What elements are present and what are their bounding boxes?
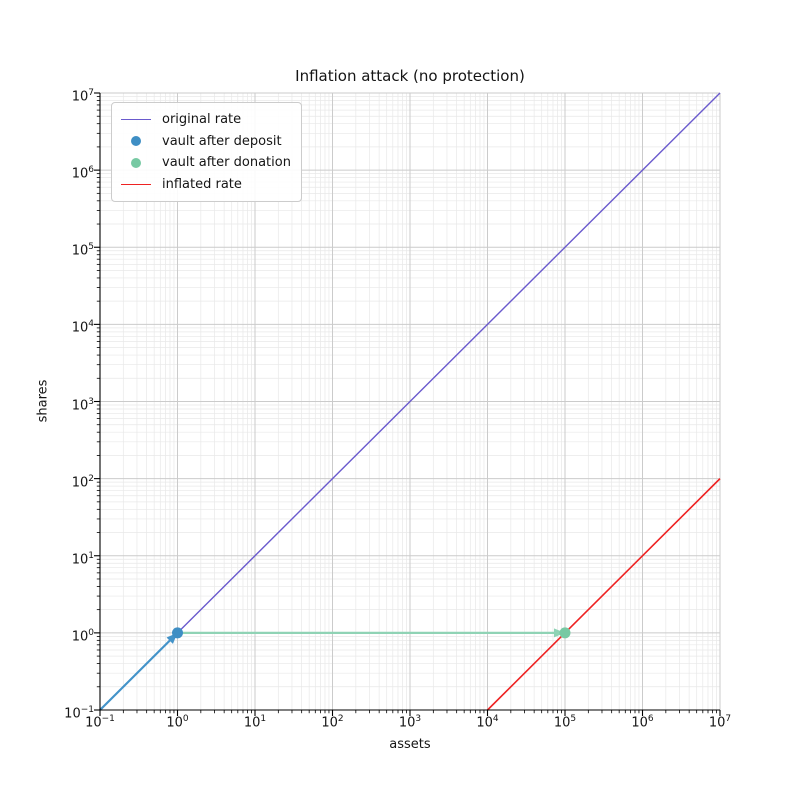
y-tick-label: 102: [71, 473, 94, 490]
x-tick-label: 10−1: [85, 714, 115, 731]
y-axis-label: shares: [35, 379, 51, 423]
x-tick-label: 102: [321, 714, 344, 731]
x-tick-label: 106: [631, 714, 654, 731]
point-vault-after-donation: [559, 627, 571, 639]
point-vault-after-deposit: [172, 627, 183, 639]
legend-label: vault after donation: [162, 155, 291, 171]
y-tick-label: 105: [71, 242, 94, 259]
y-tick-label: 107: [71, 88, 94, 105]
chart-title: Inflation attack (no protection): [295, 67, 525, 85]
legend-line-swatch: [120, 183, 152, 185]
x-tick-label: 104: [476, 714, 499, 731]
y-tick-label: 100: [71, 627, 94, 645]
series-line-inflated-rate: [486, 478, 721, 711]
legend-item-vault-after-deposit: vault after deposit: [120, 131, 291, 153]
x-tick-label: 103: [398, 714, 422, 731]
legend-dot-swatch: [120, 136, 152, 147]
legend-line-swatch: [120, 119, 152, 121]
legend-label: inflated rate: [162, 176, 242, 192]
legend: original rate vault after deposit vault af…: [111, 102, 302, 202]
legend-label: original rate: [162, 112, 242, 128]
y-tick-label: 106: [71, 165, 94, 182]
line-icon: [121, 183, 151, 185]
x-tick-label: 100: [166, 714, 189, 731]
y-tick-label: 10−1: [64, 705, 94, 722]
dot-icon: [131, 157, 141, 168]
legend-item-inflated-rate: inflated rate: [120, 174, 291, 196]
x-axis-label: assets: [389, 737, 431, 752]
arrow-shaft-deposit-arrow: [99, 639, 171, 711]
legend-label: vault after deposit: [162, 133, 282, 149]
x-tick-label: 107: [708, 714, 732, 731]
legend-dot-swatch: [120, 157, 152, 168]
legend-item-original-rate: original rate: [120, 109, 291, 131]
y-tick-label: 101: [71, 550, 94, 568]
y-tick-label: 104: [71, 319, 94, 336]
line-icon: [121, 119, 151, 121]
x-tick-label: 101: [243, 714, 267, 731]
legend-item-vault-after-donation: vault after donation: [120, 152, 291, 174]
y-tick-label: 103: [71, 396, 94, 413]
x-tick-label: 105: [553, 714, 577, 731]
dot-icon: [131, 136, 141, 147]
series-line-original-rate: [99, 92, 721, 711]
